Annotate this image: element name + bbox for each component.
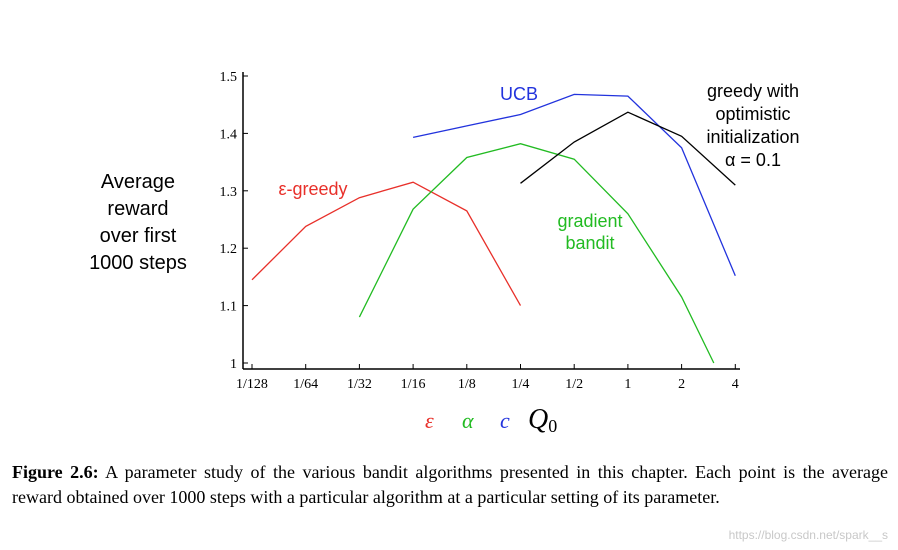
x-tick-label: 2 bbox=[678, 377, 685, 392]
y-tick-label: 1.3 bbox=[220, 185, 238, 200]
x-tick-labels: 1/128 1/64 1/32 1/16 1/8 1/4 1/2 1 2 4 bbox=[236, 377, 739, 392]
series-label: ε-greedy bbox=[278, 179, 347, 199]
y-tick-label: 1 bbox=[230, 357, 237, 372]
x-tick-label: 1/8 bbox=[458, 377, 476, 392]
series-label-line: greedy with bbox=[707, 81, 799, 101]
y-axis-label: Average reward over first 1000 steps bbox=[89, 171, 187, 274]
x-tick-label: 1/64 bbox=[293, 377, 318, 392]
series-label: gradient bandit bbox=[557, 211, 622, 253]
x-param-subscript: 0 bbox=[548, 416, 557, 436]
series-label: greedy with optimistic initialization α = 0… bbox=[706, 81, 799, 170]
x-param-symbol: ε bbox=[425, 408, 434, 433]
figure-caption: Figure 2.6: A parameter study of the var… bbox=[12, 460, 888, 510]
y-axis-label-line: reward bbox=[107, 198, 168, 220]
x-param-symbol: α bbox=[462, 408, 474, 433]
y-tick-labels: 1 1.1 1.2 1.3 1.4 1.5 bbox=[220, 70, 238, 372]
x-tick-label: 1 bbox=[624, 377, 631, 392]
x-tick-label: 1/16 bbox=[401, 377, 426, 392]
y-tick-label: 1.4 bbox=[220, 127, 238, 142]
series-line bbox=[520, 111, 736, 186]
y-axis-label-line: 1000 steps bbox=[89, 252, 187, 274]
series-label-line: optimistic bbox=[715, 104, 790, 124]
x-tick-label: 4 bbox=[732, 377, 739, 392]
series-lines bbox=[251, 93, 736, 364]
x-tick-label: 1/32 bbox=[347, 377, 372, 392]
parameter-study-chart: 1 1.1 1.2 1.3 1.4 1.5 1/128 1/64 1/32 1/16 1/8 1/4… bbox=[89, 70, 799, 436]
y-tick-label: 1.1 bbox=[220, 300, 238, 315]
series-line bbox=[251, 181, 522, 306]
series-label: UCB bbox=[500, 84, 538, 104]
y-axis-label-line: Average bbox=[101, 171, 175, 193]
y-axis-label-text: Average reward over first 1000 steps bbox=[89, 171, 187, 274]
series-label-line: α = 0.1 bbox=[725, 150, 781, 170]
series-labels: ε-greedy gradient bandit UCB greedy with opti… bbox=[278, 81, 799, 253]
figure-caption-label: Figure 2.6: bbox=[12, 462, 99, 482]
series-label-line: gradient bbox=[557, 211, 622, 231]
series-label-line: ε-greedy bbox=[278, 179, 347, 199]
x-param-symbol: Q0 bbox=[528, 404, 557, 436]
series-line bbox=[412, 93, 736, 277]
y-tick-label: 1.2 bbox=[220, 242, 238, 257]
chart-axes bbox=[242, 72, 740, 370]
x-tick-label: 1/128 bbox=[236, 377, 268, 392]
y-tick-label: 1.5 bbox=[220, 70, 238, 85]
x-axis-parameter-symbols: ε α c Q0 bbox=[425, 404, 557, 436]
watermark-url: https://blog.csdn.net/spark__s bbox=[728, 528, 888, 542]
x-param-symbol: c bbox=[500, 408, 510, 433]
series-line bbox=[358, 143, 715, 364]
x-tick-label: 1/4 bbox=[512, 377, 530, 392]
x-tick-label: 1/2 bbox=[565, 377, 583, 392]
series-label-line: UCB bbox=[500, 84, 538, 104]
y-axis-label-line: over first bbox=[100, 225, 177, 247]
series-label-line: bandit bbox=[565, 233, 614, 253]
figure-caption-text: A parameter study of the various bandit … bbox=[12, 462, 889, 507]
series-label-line: initialization bbox=[706, 127, 799, 147]
